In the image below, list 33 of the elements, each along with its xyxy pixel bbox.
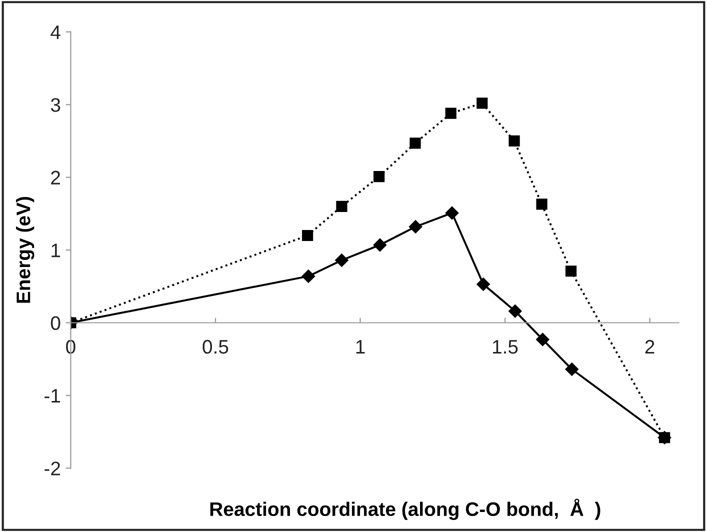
x-tick-label: 1 bbox=[356, 340, 365, 354]
point bbox=[302, 230, 314, 242]
point bbox=[476, 98, 488, 109]
y-tick-label: -1 bbox=[44, 389, 60, 402]
y-tick-label: -2 bbox=[44, 462, 60, 476]
point bbox=[536, 332, 550, 346]
point bbox=[508, 304, 522, 318]
y-tick-label: 1 bbox=[52, 244, 60, 258]
point bbox=[658, 432, 670, 444]
point bbox=[408, 220, 422, 234]
x-axis-title: Reaction coordinate (along C-O bond, Å ) bbox=[210, 498, 600, 520]
x-tick-label: 1.5 bbox=[492, 340, 518, 354]
point bbox=[410, 138, 421, 149]
y-tick-label: 2 bbox=[51, 170, 60, 184]
point bbox=[445, 206, 459, 220]
point bbox=[508, 135, 520, 147]
y-axis-title: Energy (eV) bbox=[16, 196, 34, 303]
y-tick-label: 3 bbox=[50, 98, 60, 112]
point bbox=[335, 254, 348, 267]
point bbox=[373, 171, 385, 182]
x-tick-label: 0 bbox=[66, 340, 76, 354]
point bbox=[302, 270, 315, 283]
x-tick-label: 0.5 bbox=[202, 340, 228, 354]
y-tick-label: 4 bbox=[50, 26, 60, 39]
point bbox=[336, 200, 348, 212]
x-tick-label: 2 bbox=[645, 340, 654, 354]
point bbox=[445, 108, 456, 119]
point bbox=[476, 278, 490, 291]
point bbox=[373, 238, 387, 252]
y-tick-label: 0 bbox=[50, 316, 60, 330]
point bbox=[565, 362, 578, 376]
point bbox=[565, 266, 577, 277]
point bbox=[536, 198, 548, 210]
